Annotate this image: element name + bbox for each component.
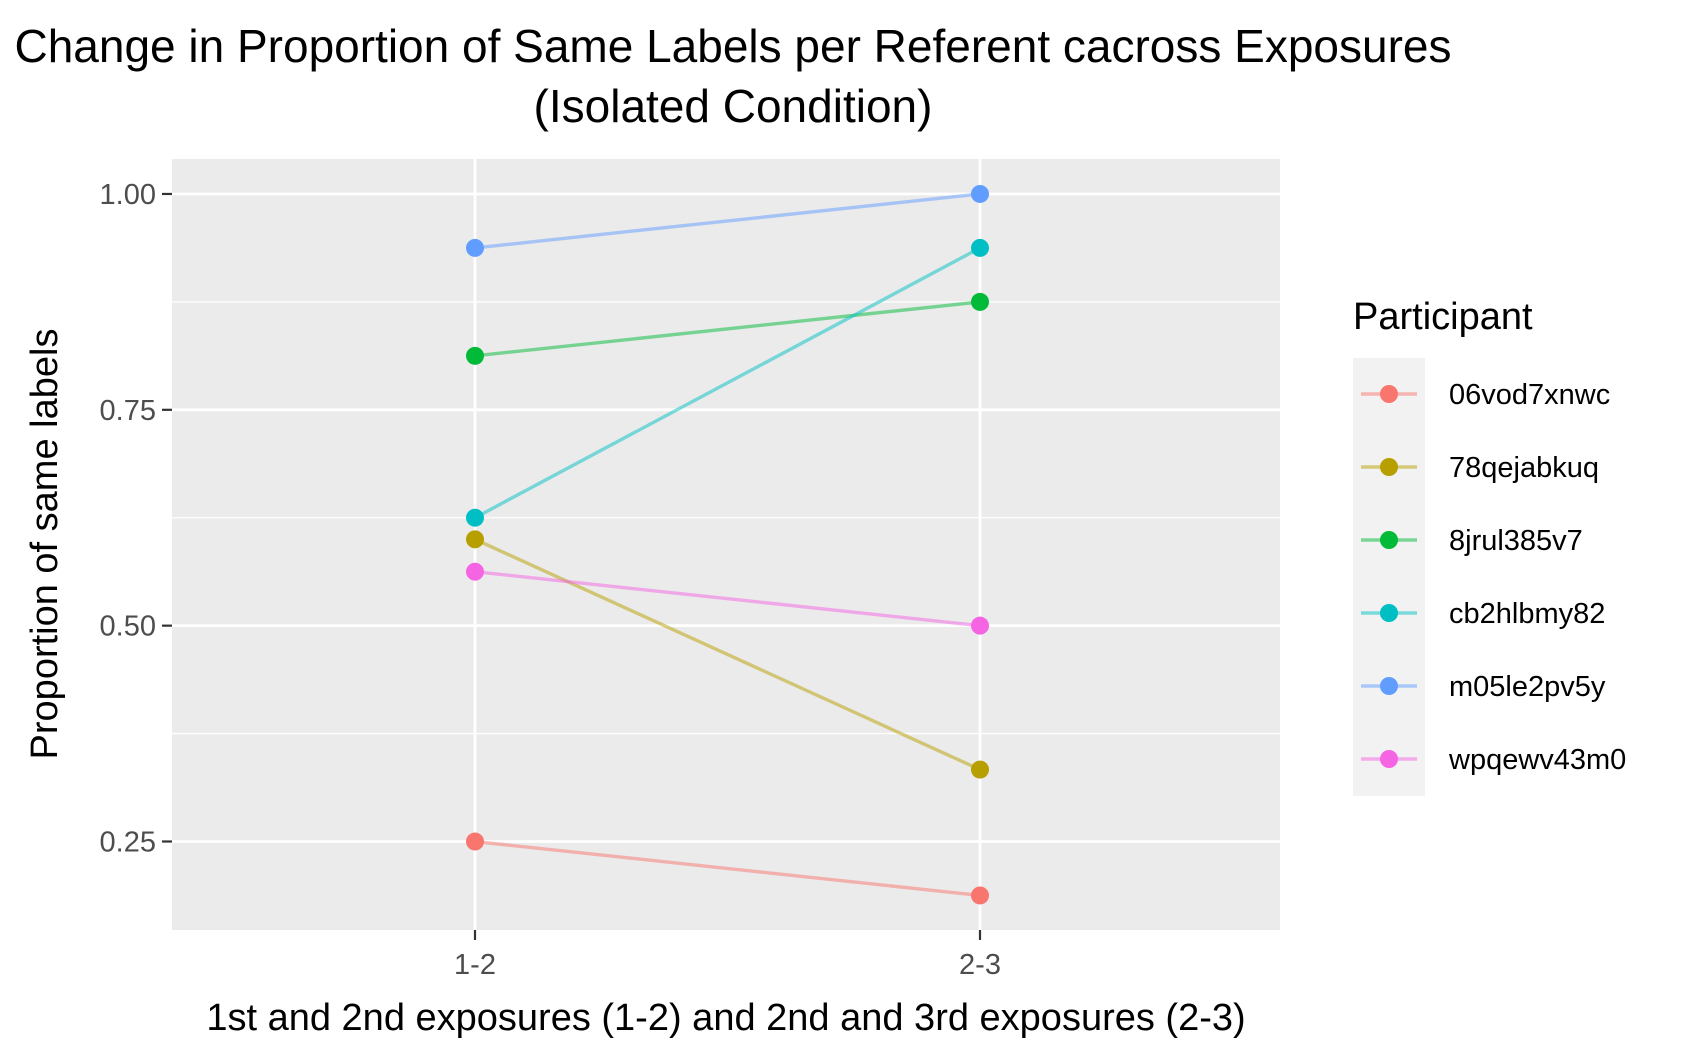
y-tick-label: 1.00	[100, 179, 156, 211]
series-line	[474, 300, 981, 358]
plot-panel	[172, 159, 1280, 930]
data-point	[466, 832, 484, 851]
data-point	[971, 184, 989, 203]
legend-title: Participant	[1353, 296, 1533, 338]
legend-key-point	[1380, 458, 1398, 476]
x-tick-label: 1-2	[454, 949, 496, 981]
data-point	[466, 562, 484, 581]
legend-key-point	[1380, 750, 1398, 768]
data-point	[971, 616, 989, 635]
legend-item: cb2hlbmy82	[1361, 598, 1605, 630]
legend-key-point	[1380, 604, 1398, 622]
data-point	[466, 508, 484, 527]
y-axis: 0.25 0.50 0.75 1.00	[100, 179, 172, 859]
legend: 06vod7xnwc 78qejabkuq 8jrul385v7 cb2hlbmy82…	[1361, 379, 1626, 776]
legend-label: m05le2pv5y	[1449, 671, 1606, 703]
legend-item: 78qejabkuq	[1361, 452, 1599, 484]
data-point	[466, 238, 484, 257]
legend-item: 8jrul385v7	[1361, 525, 1583, 557]
series-wpqewv43m0	[466, 562, 989, 635]
series-line	[474, 839, 981, 898]
series-group	[466, 184, 989, 905]
legend-item: wpqewv43m0	[1361, 744, 1626, 776]
series-06vod7xnwc	[466, 832, 989, 905]
x-axis-title: 1st and 2nd exposures (1-2) and 2nd and …	[206, 997, 1245, 1039]
y-tick-label: 0.25	[100, 827, 156, 859]
legend-item: m05le2pv5y	[1361, 671, 1606, 703]
chart-title: Change in Proportion of Same Labels per …	[14, 20, 1451, 72]
series-m05le2pv5y	[466, 184, 989, 257]
series-78qejabkuq	[466, 530, 989, 779]
series-line	[474, 246, 981, 520]
data-point	[466, 530, 484, 549]
legend-label: 8jrul385v7	[1449, 525, 1583, 557]
legend-key-point	[1380, 385, 1398, 403]
legend-label: wpqewv43m0	[1448, 744, 1626, 776]
y-axis-title: Proportion of same labels	[24, 329, 66, 760]
series-8jrul385v7	[466, 292, 989, 365]
data-point	[971, 292, 989, 311]
chart-subtitle: (Isolated Condition)	[534, 80, 933, 132]
x-tick-label: 2-3	[959, 949, 1001, 981]
legend-key-point	[1380, 531, 1398, 549]
data-point	[971, 886, 989, 905]
series-line	[474, 570, 981, 628]
y-tick-label: 0.50	[100, 611, 156, 643]
series-line	[474, 537, 981, 772]
data-point	[466, 346, 484, 365]
x-axis: 1-2 2-3	[454, 930, 1001, 981]
legend-label: 06vod7xnwc	[1449, 379, 1610, 411]
legend-item: 06vod7xnwc	[1361, 379, 1610, 411]
y-tick-label: 0.75	[100, 395, 156, 427]
grid-lines	[172, 159, 1280, 930]
series-line	[474, 192, 981, 250]
series-cb2hlbmy82	[466, 238, 989, 527]
legend-key-panel	[1353, 358, 1425, 796]
data-point	[971, 238, 989, 257]
data-point	[971, 760, 989, 779]
legend-label: cb2hlbmy82	[1449, 598, 1605, 630]
legend-label: 78qejabkuq	[1449, 452, 1599, 484]
legend-key-point	[1380, 677, 1398, 695]
